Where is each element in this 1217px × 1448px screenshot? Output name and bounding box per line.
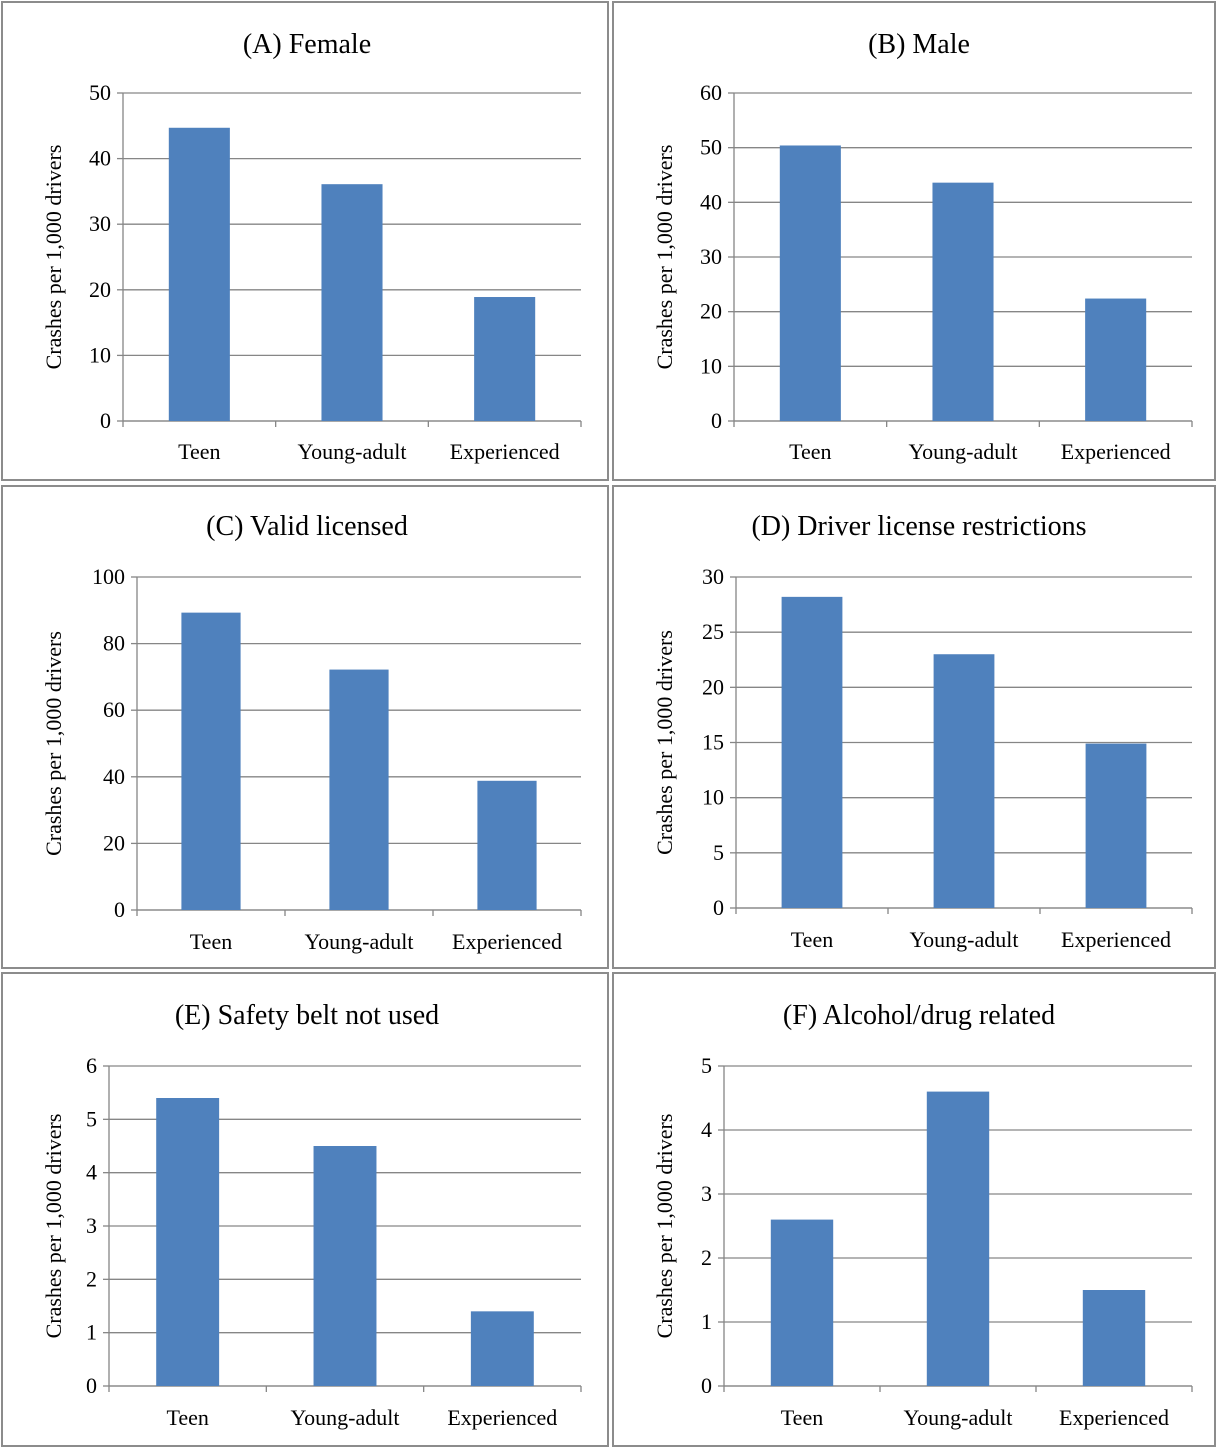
y-tick-label: 3: [86, 1213, 97, 1238]
y-tick-label: 5: [86, 1106, 97, 1131]
x-category-label: Experienced: [452, 929, 562, 954]
x-category-label: Young-adult: [290, 1405, 399, 1430]
chart-title: (A) Female: [243, 29, 371, 60]
y-tick-label: 50: [700, 135, 722, 160]
bar-teen: [181, 613, 240, 910]
y-tick-label: 1: [86, 1320, 97, 1345]
y-tick-label: 3: [701, 1181, 712, 1206]
bar-experienced: [474, 297, 535, 421]
x-category-label: Experienced: [1061, 439, 1171, 464]
chart-panel-valid-licensed: (C) Valid licensed 0 20 40 60 80 100 Crashes pe…: [1, 485, 609, 969]
x-category-label: Teen: [178, 439, 220, 464]
y-axis-label: Crashes per 1,000 drivers: [652, 145, 677, 370]
y-tick-label: 10: [700, 353, 722, 378]
y-tick-label: 20: [700, 299, 722, 324]
x-category-label: Young-adult: [297, 439, 406, 464]
y-tick-label: 20: [89, 277, 111, 302]
bar-teen: [169, 128, 230, 421]
chart-svg: (C) Valid licensed 0 20 40 60 80 100 Crashes pe…: [3, 487, 607, 967]
chart-panel-license-restrictions: (D) Driver license restrictions 0 5 10 15 20 2…: [612, 485, 1216, 969]
bar-teen: [780, 145, 841, 421]
y-axis-label: Crashes per 1,000 drivers: [41, 1114, 66, 1339]
y-axis-label: Crashes per 1,000 drivers: [41, 145, 66, 370]
y-tick-label: 15: [702, 730, 724, 755]
x-category-label: Experienced: [450, 439, 560, 464]
x-category-label: Young-adult: [903, 1405, 1012, 1430]
x-category-label: Young-adult: [908, 439, 1017, 464]
y-tick-label: 30: [700, 244, 722, 269]
y-tick-label: 5: [713, 840, 724, 865]
y-tick-label: 80: [103, 631, 125, 656]
chart-panel-female: (A) Female 0 10 20 30 40 50 Crashes per 1,000 d…: [1, 1, 609, 481]
y-tick-label: 60: [700, 80, 722, 105]
bar-experienced: [1083, 1290, 1145, 1386]
bar-young-adult: [934, 654, 995, 908]
bar-experienced: [1085, 299, 1146, 421]
y-tick-label: 25: [702, 619, 724, 644]
chart-title: (D) Driver license restrictions: [751, 511, 1086, 542]
bar-teen: [782, 597, 843, 908]
x-category-label: Young-adult: [304, 929, 413, 954]
y-tick-label: 0: [711, 408, 722, 433]
y-tick-label: 40: [103, 764, 125, 789]
bar-experienced: [471, 1311, 534, 1386]
y-tick-label: 0: [701, 1373, 712, 1398]
y-tick-label: 40: [89, 146, 111, 171]
x-category-label: Teen: [781, 1405, 823, 1430]
y-tick-label: 4: [701, 1117, 712, 1142]
y-axis-label: Crashes per 1,000 drivers: [652, 630, 677, 855]
bar-young-adult: [329, 670, 388, 910]
y-tick-label: 1: [701, 1309, 712, 1334]
y-axis-label: Crashes per 1,000 drivers: [652, 1114, 677, 1339]
y-tick-label: 2: [701, 1245, 712, 1270]
y-tick-label: 5: [701, 1053, 712, 1078]
y-tick-label: 10: [89, 342, 111, 367]
y-tick-label: 0: [114, 897, 125, 922]
chart-panel-male: (B) Male 0 10 20 30 40 50 60 Crashes per 1,000 d…: [612, 1, 1216, 481]
chart-title: (E) Safety belt not used: [175, 1000, 439, 1031]
bar-experienced: [477, 781, 536, 910]
y-tick-label: 10: [702, 785, 724, 810]
y-tick-label: 100: [92, 564, 125, 589]
x-category-label: Young-adult: [909, 927, 1018, 952]
y-tick-label: 6: [86, 1053, 97, 1078]
bar-young-adult: [927, 1092, 989, 1386]
y-tick-label: 0: [86, 1373, 97, 1398]
y-tick-label: 20: [103, 830, 125, 855]
bar-teen: [771, 1220, 833, 1386]
chart-svg: (D) Driver license restrictions 0 5 10 15 20 2…: [614, 487, 1214, 967]
x-category-label: Experienced: [447, 1405, 557, 1430]
chart-panel-alcohol-drug: (F) Alcohol/drug related 0 1 2 3 4 5 Crashes pe…: [612, 972, 1216, 1447]
y-axis-label: Crashes per 1,000 drivers: [41, 631, 66, 856]
x-category-label: Teen: [166, 1405, 208, 1430]
y-tick-label: 60: [103, 697, 125, 722]
y-tick-label: 2: [86, 1266, 97, 1291]
y-tick-label: 0: [100, 408, 111, 433]
x-category-label: Experienced: [1059, 1405, 1169, 1430]
bar-young-adult: [314, 1146, 377, 1386]
bar-young-adult: [932, 183, 993, 421]
y-tick-label: 50: [89, 80, 111, 105]
y-tick-label: 20: [702, 674, 724, 699]
y-tick-label: 30: [702, 564, 724, 589]
y-tick-label: 30: [89, 211, 111, 236]
chart-svg: (F) Alcohol/drug related 0 1 2 3 4 5 Crashes pe…: [614, 974, 1214, 1445]
x-category-label: Teen: [791, 927, 833, 952]
y-tick-label: 0: [713, 895, 724, 920]
y-tick-label: 4: [86, 1160, 97, 1185]
bar-young-adult: [321, 184, 382, 421]
bar-experienced: [1086, 744, 1147, 908]
x-category-label: Teen: [789, 439, 831, 464]
x-category-label: Experienced: [1061, 927, 1171, 952]
chart-svg: (E) Safety belt not used 0 1 2 3 4 5 6 Crashes p…: [3, 974, 607, 1445]
chart-svg: (B) Male 0 10 20 30 40 50 60 Crashes per 1,000 d…: [614, 3, 1214, 479]
chart-svg: (A) Female 0 10 20 30 40 50 Crashes per 1,000 d…: [3, 3, 607, 479]
bar-teen: [156, 1098, 219, 1386]
chart-title: (C) Valid licensed: [206, 511, 408, 542]
chart-title: (B) Male: [868, 29, 970, 60]
y-tick-label: 40: [700, 189, 722, 214]
chart-title: (F) Alcohol/drug related: [783, 1000, 1055, 1031]
x-category-label: Teen: [190, 929, 232, 954]
chart-panel-safety-belt: (E) Safety belt not used 0 1 2 3 4 5 6 Crashes p…: [1, 972, 609, 1447]
